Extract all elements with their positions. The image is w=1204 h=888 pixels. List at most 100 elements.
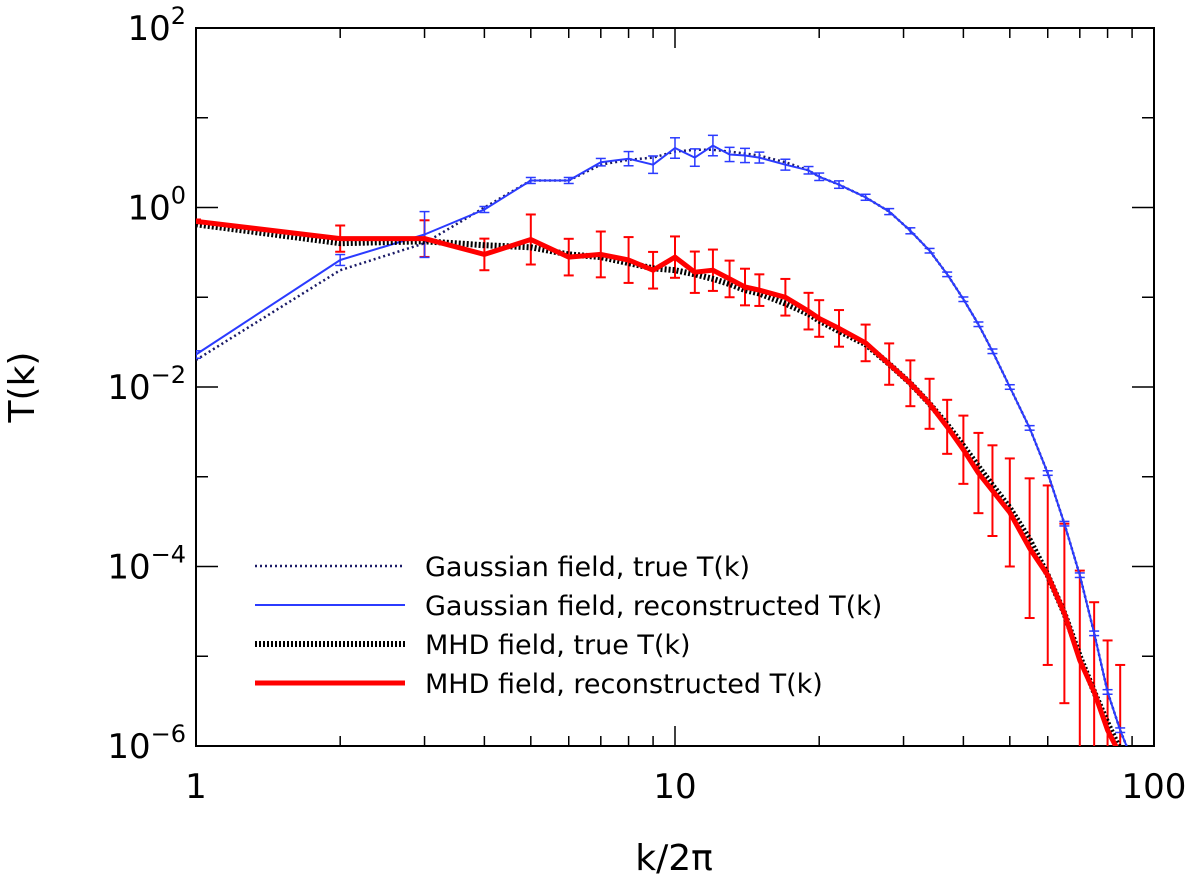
data-point: [888, 363, 890, 365]
data-point: [484, 254, 486, 256]
data-point: [530, 180, 532, 182]
data-point: [1093, 691, 1095, 693]
data-point: [600, 254, 602, 256]
data-point: [818, 176, 820, 178]
data-point: [978, 323, 980, 325]
y-tick-label: 102: [127, 2, 186, 49]
data-point: [910, 382, 912, 384]
data-point: [729, 278, 731, 280]
mhd-rec-errorbars: [196, 213, 1126, 746]
data-point: [1131, 759, 1133, 761]
x-tick-label: 100: [1122, 767, 1187, 807]
data-point: [674, 147, 676, 149]
y-tick-labels: 10−6 10−4 10−2 100 102: [107, 2, 186, 767]
data-point: [1107, 691, 1109, 693]
data-point: [818, 318, 820, 320]
mhd-rec-series: [196, 218, 1121, 756]
data-point: [1064, 613, 1066, 615]
x-axis-label: k/2π: [635, 838, 713, 879]
legend-item: Gaussian field, reconstructed T(k): [255, 591, 882, 622]
data-point: [1107, 729, 1109, 731]
data-point: [808, 169, 810, 171]
data-point: [992, 490, 994, 492]
data-point: [484, 244, 486, 246]
data-point: [865, 196, 867, 198]
x-tick-label: 10: [653, 767, 696, 807]
mhd-rec-line: [196, 218, 1119, 746]
y-tick-label: 100: [127, 182, 186, 229]
data-point: [865, 342, 867, 344]
minor-ticks: [196, 28, 1154, 746]
data-point: [1119, 749, 1121, 751]
legend-item: MHD field, reconstructed T(k): [255, 669, 823, 700]
data-point: [424, 238, 426, 240]
data-point: [339, 238, 341, 240]
data-point: [1064, 523, 1066, 525]
data-point: [1009, 386, 1011, 388]
data-point: [946, 426, 948, 428]
legend-label: Gaussian field, reconstructed T(k): [425, 591, 882, 622]
data-point: [694, 157, 696, 159]
y-tick-label: 10−6: [107, 720, 186, 767]
data-point: [600, 161, 602, 163]
data-point: [929, 403, 931, 405]
legend-label: MHD field, true T(k): [425, 630, 691, 661]
data-point: [978, 466, 980, 468]
data-point: [1119, 729, 1121, 731]
data-point: [963, 449, 965, 451]
data-point: [712, 278, 714, 280]
data-point: [744, 286, 746, 288]
data-point: [1029, 547, 1031, 549]
data-point: [1131, 759, 1133, 761]
legend-label: Gaussian field, true T(k): [425, 552, 750, 583]
data-point: [1079, 660, 1081, 662]
data-point: [888, 211, 890, 213]
series-layer: [196, 134, 1133, 761]
data-point: [674, 256, 676, 258]
data-point: [992, 350, 994, 352]
data-point: [568, 180, 570, 182]
data-point: [838, 184, 840, 186]
data-point: [838, 328, 840, 330]
data-point: [744, 155, 746, 157]
major-ticks: [195, 27, 1155, 747]
data-point: [484, 209, 486, 211]
data-point: [652, 269, 654, 271]
data-point: [1029, 427, 1031, 429]
data-point: [339, 259, 341, 261]
data-point: [785, 296, 787, 298]
y-axis-label: T(k): [2, 352, 43, 424]
data-point: [759, 293, 761, 295]
data-point: [1009, 512, 1011, 514]
legend-item: MHD field, true T(k): [255, 630, 691, 661]
data-point: [1119, 754, 1121, 756]
legend-label: MHD field, reconstructed T(k): [425, 669, 823, 700]
data-point: [808, 310, 810, 312]
data-point: [1047, 472, 1049, 474]
data-point: [674, 269, 676, 271]
data-point: [628, 259, 630, 261]
data-point: [729, 283, 731, 285]
data-point: [652, 164, 654, 166]
gauss-rec-line: [196, 144, 1128, 746]
data-point: [712, 145, 714, 147]
data-point: [729, 154, 731, 156]
data-point: [1079, 574, 1081, 576]
y-tick-label: 10−2: [107, 361, 186, 408]
data-point: [339, 269, 341, 271]
data-point: [628, 158, 630, 160]
data-point: [339, 242, 341, 244]
data-point: [424, 234, 426, 236]
data-point: [910, 230, 912, 232]
data-point: [568, 256, 570, 258]
data-point: [963, 298, 965, 300]
x-tick-label: 1: [185, 767, 207, 807]
data-point: [759, 289, 761, 291]
legend-item: Gaussian field, true T(k): [255, 552, 750, 583]
data-point: [759, 157, 761, 159]
data-point: [694, 271, 696, 273]
data-point: [785, 303, 787, 305]
data-point: [1093, 633, 1095, 635]
data-point: [1047, 574, 1049, 576]
